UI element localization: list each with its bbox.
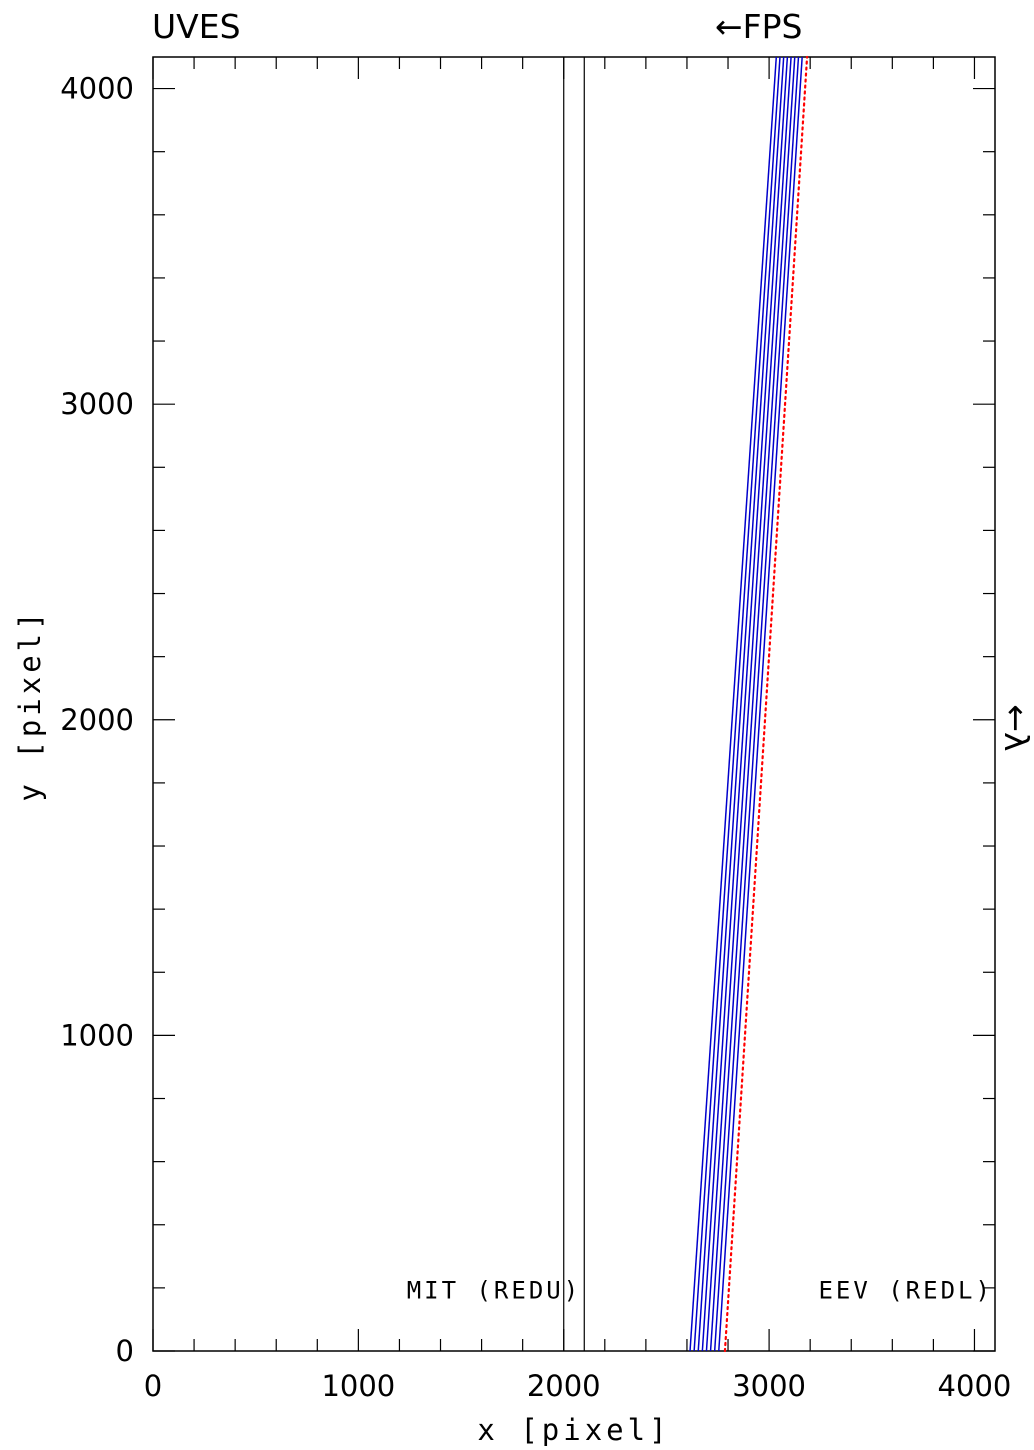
x-tick-label: 0 bbox=[144, 1369, 162, 1403]
x-tick-label: 3000 bbox=[732, 1369, 806, 1403]
x-tick-label: 1000 bbox=[321, 1369, 395, 1403]
x-tick-label: 2000 bbox=[527, 1369, 601, 1403]
fiber-trace-line bbox=[697, 56, 785, 1352]
fiber-trace-line bbox=[718, 56, 803, 1352]
title-right: ←FPS bbox=[715, 7, 802, 46]
ccd-label: MIT (REDU) bbox=[407, 1276, 582, 1304]
fiber-trace-line bbox=[701, 56, 789, 1352]
fiber-trace-line bbox=[693, 56, 781, 1352]
y-tick-label: 2000 bbox=[60, 703, 134, 737]
y-tick-label: 4000 bbox=[60, 72, 134, 106]
fiber-trace-line bbox=[709, 56, 796, 1352]
y-tick-label: 0 bbox=[116, 1334, 134, 1368]
title-left: UVES bbox=[152, 7, 241, 46]
lambda-direction-label: ←λ bbox=[997, 704, 1034, 751]
ccd-label: EEV (REDL) bbox=[818, 1276, 993, 1304]
y-tick-label: 1000 bbox=[60, 1018, 134, 1052]
data-layer bbox=[563, 55, 809, 1353]
x-tick-label: 4000 bbox=[938, 1369, 1012, 1403]
x-axis-title: x [pixel] bbox=[477, 1413, 670, 1447]
fiber-trace-line bbox=[705, 56, 792, 1352]
fiber-trace-line bbox=[689, 56, 778, 1352]
text-layer: UVES ←FPS x [pixel] y [pixel] ←λ 0 1000 20… bbox=[13, 7, 1034, 1447]
y-axis-title: y [pixel] bbox=[13, 608, 47, 801]
fiber-trace-line bbox=[713, 56, 800, 1352]
plot-frame bbox=[152, 56, 996, 1352]
plot-frame-layer bbox=[152, 56, 996, 1352]
reference-trace-line bbox=[723, 55, 809, 1353]
y-tick-label: 3000 bbox=[60, 387, 134, 421]
